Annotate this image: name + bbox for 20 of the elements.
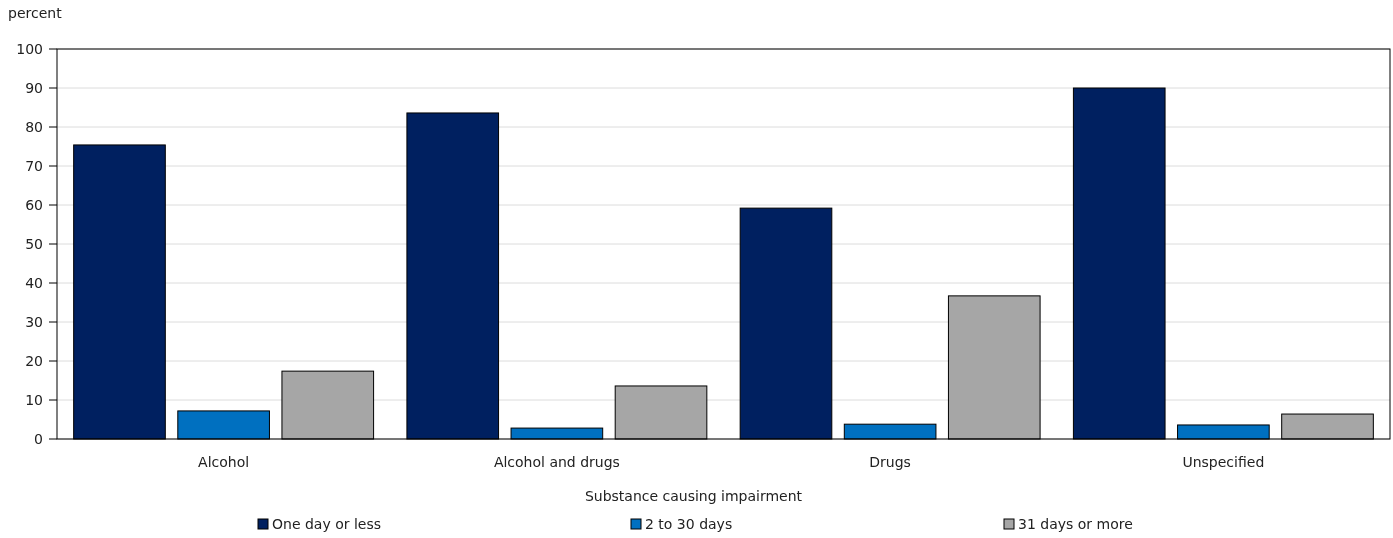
y-tick-label: 70	[25, 157, 43, 174]
y-tick-label: 100	[16, 40, 43, 57]
y-tick-label: 20	[25, 352, 43, 369]
y-tick-label: 40	[25, 274, 43, 291]
legend-label: 2 to 30 days	[645, 516, 733, 532]
x-axis-title: Substance causing impairment	[584, 488, 803, 504]
x-tick-label: Unspecified	[1182, 454, 1265, 470]
y-tick-label: 80	[25, 118, 43, 135]
x-tick-label: Alcohol	[198, 454, 250, 470]
x-tick-label: Alcohol and drugs	[493, 454, 620, 470]
y-tick-label: 90	[25, 79, 43, 96]
x-tick-label: Drugs	[869, 454, 911, 470]
legend-label: 31 days or more	[1018, 516, 1133, 532]
y-tick-label: 30	[25, 313, 43, 330]
y-axis-title: percent	[8, 5, 63, 21]
y-tick-label: 10	[25, 391, 43, 408]
legend-label: One day or less	[272, 516, 382, 532]
y-tick-label: 0	[34, 430, 43, 447]
y-tick-label: 50	[25, 235, 43, 252]
y-tick-label: 60	[25, 196, 43, 213]
